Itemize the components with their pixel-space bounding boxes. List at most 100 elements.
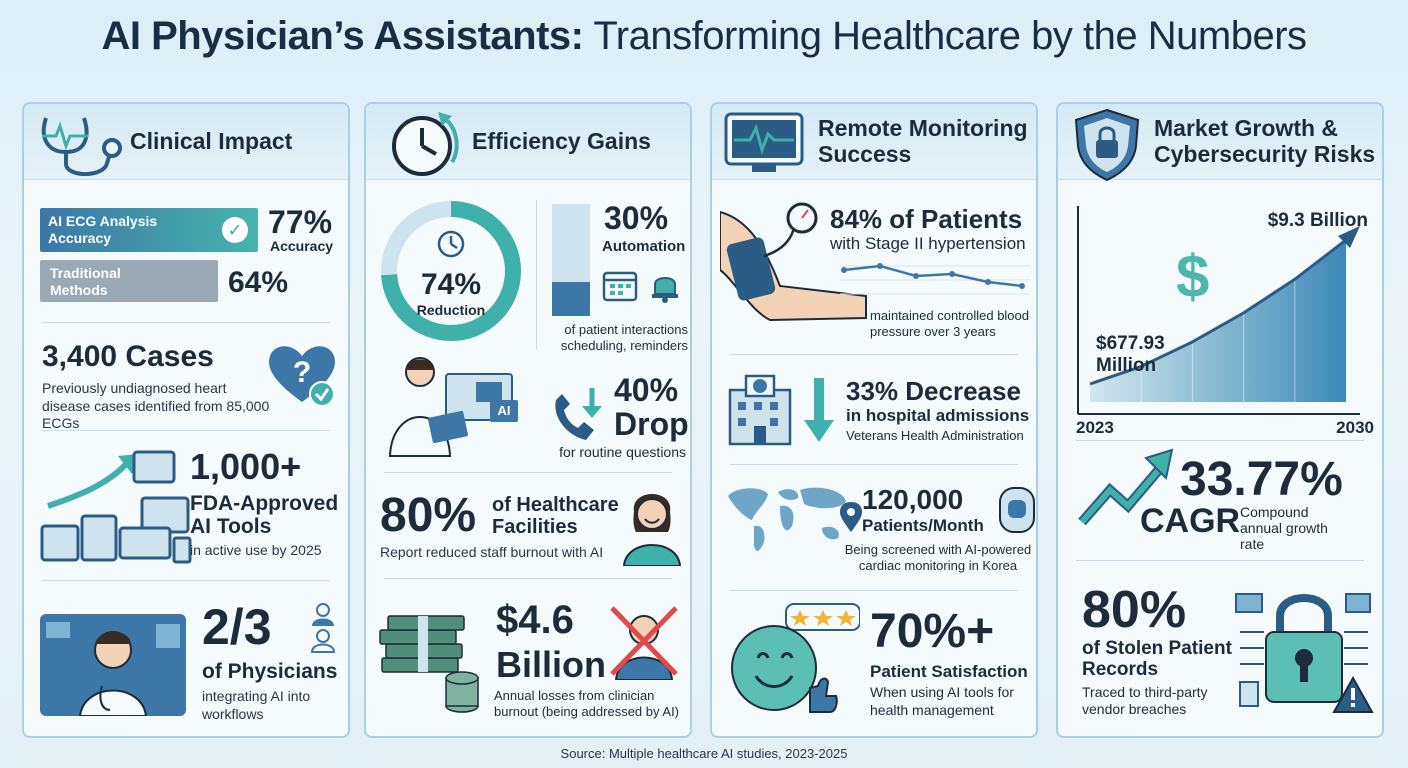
donut-label: Reduction [416, 302, 486, 318]
devices-icon [38, 444, 198, 573]
doctor-screen-icon [40, 614, 186, 717]
drop-desc: for routine questions [559, 444, 686, 460]
phone-down-icon [548, 384, 606, 449]
cagr-word: CAGR [1140, 502, 1241, 540]
satisfaction-desc: When using AI tools for health managemen… [870, 684, 1014, 718]
phys-label: of Physicians [202, 660, 338, 683]
phys-value: 2/3 [202, 599, 272, 655]
ecg-accuracy-bar: AI ECG Analysis Accuracy ✓ [40, 208, 258, 252]
stolen-value: 80% [1082, 581, 1187, 639]
divider [730, 464, 1018, 465]
admissions-value: 33% Decrease [846, 376, 1021, 406]
facilities-value: 80% [380, 489, 477, 542]
ecg-bar-label: AI ECG Analysis Accuracy [48, 213, 158, 246]
heart-monitor-icon [724, 112, 804, 179]
x-tick-label: 2023 [1076, 418, 1114, 437]
x-tick-label: 2030 [1336, 418, 1374, 437]
facilities-label: of Healthcare Facilities [492, 494, 619, 538]
divider [384, 578, 672, 579]
market-arrow [1338, 226, 1360, 248]
month-desc: Being screened with AI-powered cardiac m… [844, 542, 1032, 574]
satisfaction-label: Patient Satisfaction [870, 662, 1028, 681]
person-icon [310, 602, 336, 661]
donut-arc [381, 201, 521, 341]
nurse-smile-icon [620, 482, 684, 571]
panel-efficiency-gains: Efficiency Gains 74% Reduction 30% Autom… [364, 102, 692, 738]
losses-desc: Annual losses from clinician burnout (be… [494, 688, 680, 720]
admissions-desc: Veterans Health Administration [846, 428, 1024, 443]
start-value-label: $677.93 [1096, 333, 1165, 354]
calendar-icon [602, 268, 638, 307]
divider [1076, 560, 1364, 561]
divider [1076, 440, 1364, 441]
month-label: Patients/Month [862, 516, 984, 535]
drop-value: 40% [614, 372, 679, 408]
blood-pressure-cuff-icon [719, 200, 870, 337]
dollar-sign-icon: $ [1176, 243, 1210, 310]
start-value-label-line2: Million [1096, 355, 1156, 376]
check-icon: ✓ [222, 217, 248, 243]
panel-clinical-impact: Clinical Impact AI ECG Analysis Accuracy… [22, 102, 350, 738]
panel-title: Clinical Impact [130, 128, 293, 155]
patients-desc: maintained controlled blood pressure ove… [870, 308, 1029, 340]
month-value: 120,000 [862, 484, 964, 515]
fda-desc: in active use by 2025 [190, 542, 322, 558]
panel-remote-monitoring: Remote Monitoring Success 84% of Patient… [710, 102, 1038, 738]
cagr-value: 33.77% [1180, 453, 1343, 506]
panel-title-line2: Cybersecurity Risks [1154, 141, 1376, 167]
patients-label: with Stage II hypertension [830, 234, 1026, 253]
reduction-donut [376, 196, 526, 351]
page-title: AI Physician’s Assistants: Transforming … [0, 14, 1408, 59]
admissions-label: in hospital admissions [846, 406, 1030, 425]
cardiac-patch-icon [996, 484, 1036, 541]
clock-icon [378, 106, 468, 187]
panel-title: Market Growth & Cybersecurity Risks [1154, 104, 1375, 180]
market-chart: $677.93 Million $9.3 Billion 2023 2030 [1076, 206, 1374, 437]
ecg-sub: Accuracy [270, 238, 334, 254]
panel-title: Efficiency Gains [472, 128, 651, 155]
divider [730, 354, 1018, 355]
stolen-desc: Traced to third-party vendor breaches [1082, 684, 1208, 717]
burnout-crossed-icon [606, 604, 682, 685]
svg-text:?: ? [293, 356, 311, 389]
cases-desc: Previously undiagnosed heart disease cas… [42, 380, 270, 431]
trad-bar-label: Traditional Methods [50, 265, 121, 298]
cagr-desc: Compound annual growth rate [1240, 504, 1328, 553]
ai-badge: AI [490, 400, 518, 422]
shield-lock-icon [1072, 108, 1142, 187]
divider [42, 430, 330, 431]
donut-value: 74% [420, 268, 482, 301]
end-value-label: $9.3 Billion [1268, 210, 1368, 231]
divider [730, 590, 1018, 591]
satisfaction-value: 70%+ [870, 605, 995, 658]
source-footer: Source: Multiple healthcare AI studies, … [560, 746, 848, 761]
world-map-icon [722, 480, 852, 565]
drop-word: Drop [614, 406, 689, 442]
title-bold: AI Physician’s Assistants: [101, 14, 584, 58]
divider [536, 200, 537, 350]
growth-arrow-icon [1076, 446, 1176, 535]
hospital-down-icon [726, 372, 836, 453]
ecg-value: 77% [268, 204, 333, 240]
market-area [1090, 240, 1346, 402]
automation-value: 30% [604, 200, 669, 236]
stethoscope-icon [36, 112, 136, 187]
location-pin-icon [838, 500, 864, 539]
automation-desc: of patient interactions scheduling, remi… [560, 322, 688, 354]
heart-question-icon: ? [264, 338, 340, 413]
cases-value: 3,400 Cases [42, 340, 214, 373]
automation-bar-track [552, 204, 590, 316]
smiley-thumbsup-icon [726, 602, 861, 721]
bp-trend-line [840, 256, 1032, 305]
panel-market-growth: Market Growth & Cybersecurity Risks $677… [1056, 102, 1384, 738]
fda-value: 1,000+ [190, 446, 302, 487]
phys-desc: integrating AI into workflows [202, 688, 311, 722]
traditional-bar: Traditional Methods [40, 260, 218, 302]
money-stack-icon [378, 598, 488, 723]
automation-label: Automation [602, 238, 686, 255]
market-line [1089, 238, 1347, 386]
panel-header [24, 104, 348, 180]
panel-title-line1: Remote Monitoring [818, 115, 1028, 142]
title-light: Transforming Healthcare by the Numbers [593, 14, 1307, 58]
broken-padlock-icon [1234, 586, 1374, 721]
